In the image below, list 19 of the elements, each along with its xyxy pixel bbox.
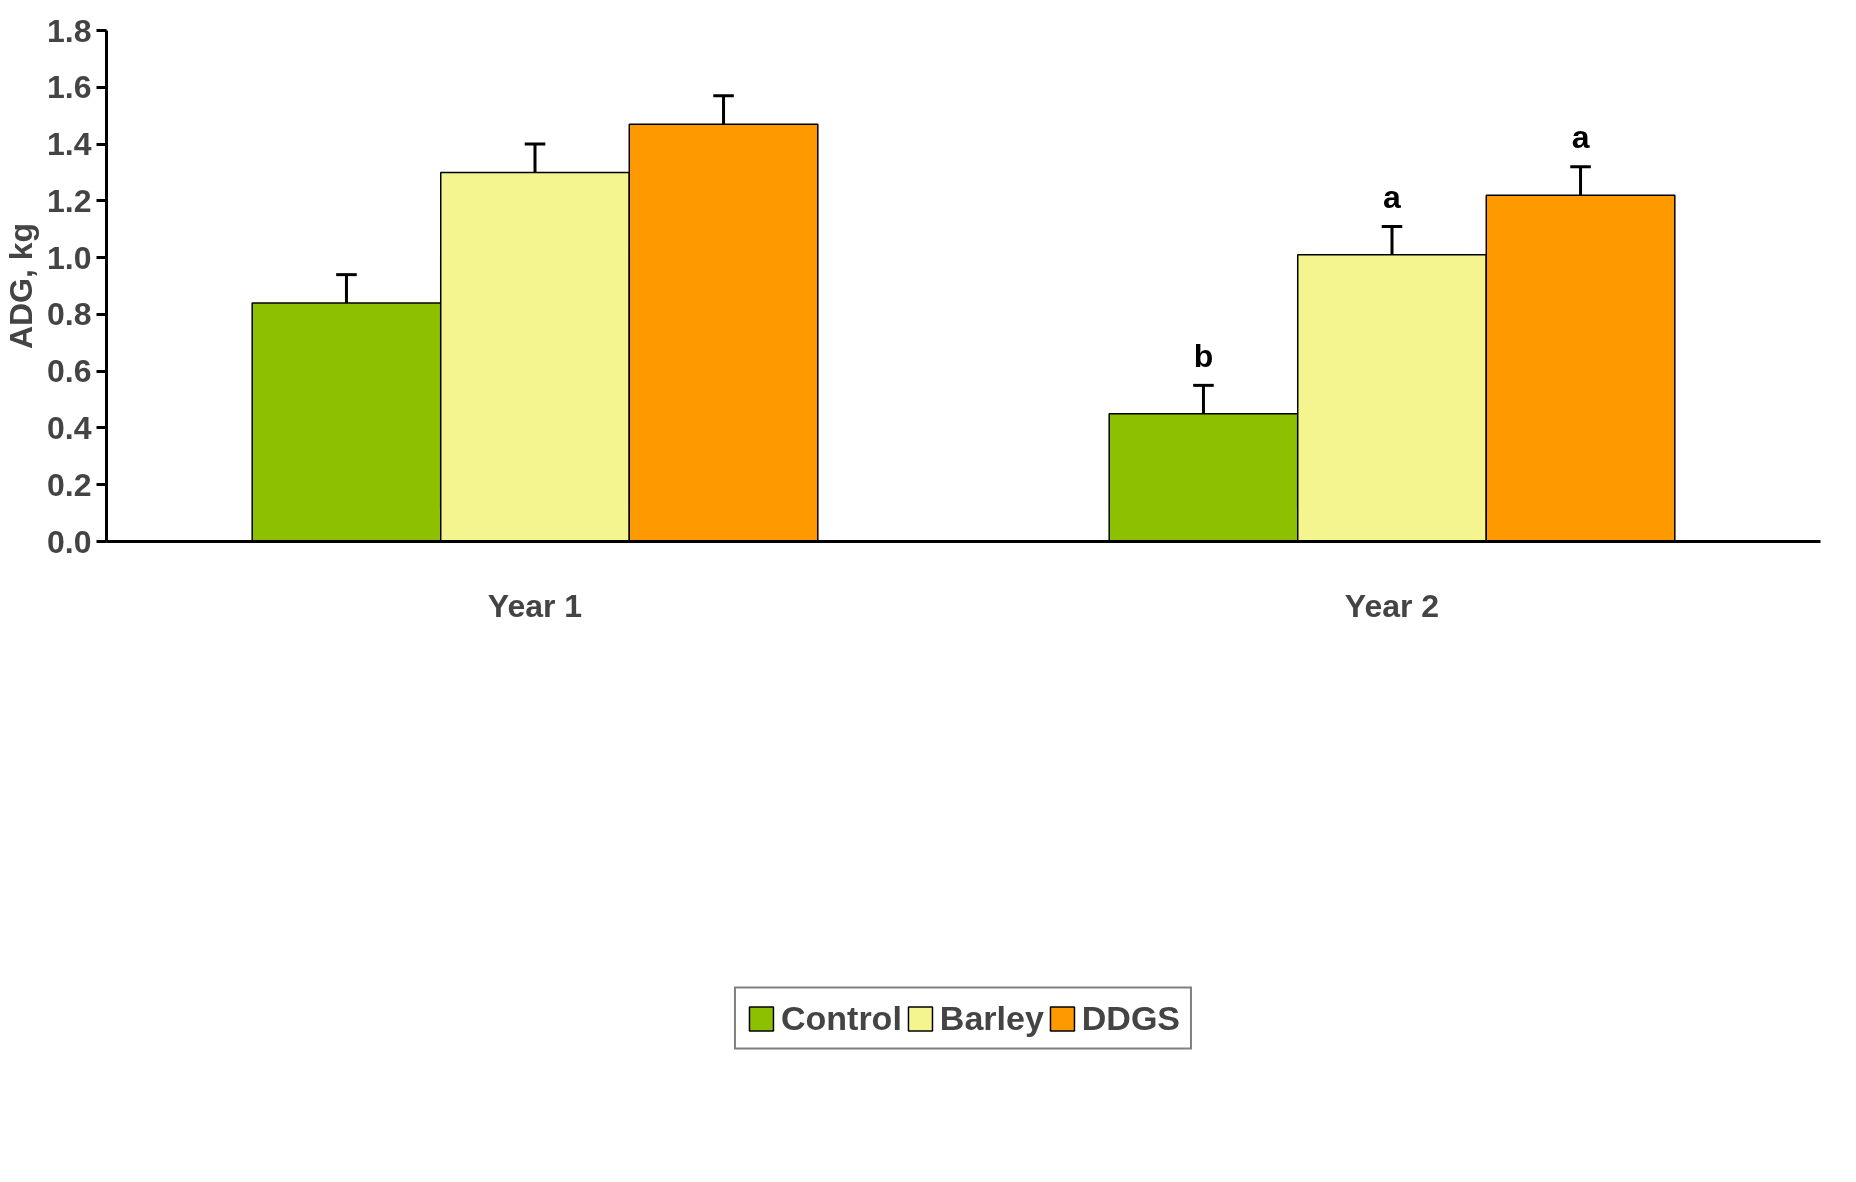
legend-label: Barley [939, 998, 1044, 1038]
y-tick-label: 0.6 [47, 353, 92, 390]
y-tick-label: 1.2 [47, 182, 92, 219]
y-tick-label: 1.4 [47, 126, 92, 163]
y-tick-label: 1.8 [47, 12, 92, 49]
data-label: a [1571, 119, 1590, 156]
x-tick-label: Year 1 [487, 587, 583, 624]
data-label: a [1383, 179, 1402, 216]
y-tick-label: 0.0 [47, 523, 92, 560]
y-tick-label: 0.2 [47, 466, 92, 503]
data-label: b [1193, 338, 1214, 375]
y-tick-label: 1.0 [47, 239, 92, 276]
y-axis-title: ADG, kg [3, 222, 40, 350]
y-tick-label: 0.8 [47, 296, 92, 333]
y-tick-label: 1.6 [47, 69, 92, 106]
y-tick-label: 0.4 [47, 409, 92, 446]
x-tick-label: Year 2 [1344, 587, 1440, 624]
legend-label: Control [780, 998, 902, 1038]
legend-label: DDGS [1081, 998, 1181, 1038]
